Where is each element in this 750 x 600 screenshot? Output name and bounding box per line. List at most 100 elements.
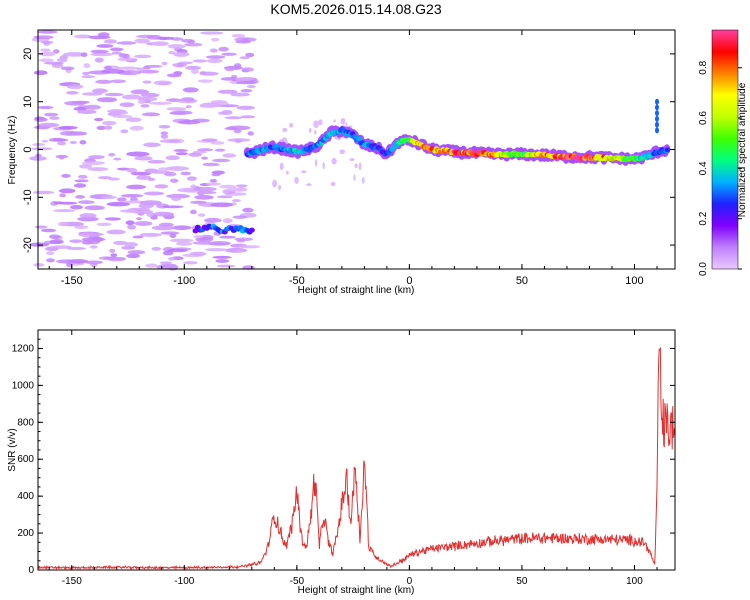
noise-blob: [184, 42, 203, 47]
noise-blob: [235, 40, 251, 44]
noise-blob: [104, 217, 122, 221]
noise-blob: [168, 256, 176, 261]
noise-blob: [116, 41, 137, 45]
noise-blob: [212, 255, 232, 259]
noise-blob: [67, 84, 84, 90]
noise-blob: [272, 179, 278, 188]
noise-blob: [122, 94, 142, 100]
x-tick-label: -150: [62, 576, 82, 587]
noise-blob: [162, 205, 184, 209]
noise-blob: [192, 241, 217, 245]
noise-blob: [134, 156, 153, 161]
noise-blob: [132, 235, 144, 239]
noise-blob: [231, 33, 246, 38]
noise-blob: [333, 119, 336, 123]
noise-blob: [241, 67, 255, 72]
noise-blob: [167, 44, 186, 49]
noise-blob: [77, 174, 88, 179]
colorbar-ticks: 0.0 0.2 0.4 0.6 0.8: [698, 60, 742, 276]
noise-blob: [165, 98, 182, 102]
noise-blob: [278, 184, 282, 191]
noise-blob: [218, 46, 229, 52]
noise-blob: [322, 162, 325, 170]
noise-blob: [84, 104, 101, 110]
x-tick-label: -100: [174, 576, 194, 587]
ridge-spike-mark: [654, 127, 659, 134]
noise-blob: [43, 61, 64, 65]
noise-blob: [215, 259, 230, 263]
noise-blob: [37, 105, 54, 110]
spectrogram-y-axis-ticks: -20 -10 0 10 20: [22, 48, 675, 253]
noise-blob: [104, 92, 124, 97]
noise-blob: [117, 57, 138, 62]
noise-blob: [237, 186, 247, 192]
noise-blob: [106, 201, 130, 207]
noise-blob: [189, 251, 207, 256]
noise-blob: [111, 51, 122, 55]
noise-blob: [349, 158, 355, 162]
noise-blob: [129, 125, 144, 131]
x-tick-label: -50: [290, 576, 305, 587]
noise-blob: [74, 34, 92, 39]
noise-blob: [172, 225, 192, 231]
noise-blob: [101, 120, 117, 126]
noise-blob: [58, 125, 78, 130]
snr-x-label: Height of straight line (km): [298, 585, 415, 596]
noise-blob: [33, 35, 54, 40]
noise-blob: [233, 128, 242, 134]
noise-blob: [34, 117, 48, 122]
noise-blob: [206, 58, 223, 63]
y-tick-label: 0: [22, 146, 34, 152]
noise-blob: [219, 184, 237, 189]
noise-blob: [199, 104, 214, 108]
noise-blob: [177, 120, 200, 125]
noise-blob: [143, 142, 161, 148]
y-tick-label: -20: [22, 237, 34, 253]
noise-blob: [79, 164, 93, 169]
noise-blob: [77, 109, 97, 115]
ridge-spike-mark: [654, 110, 659, 117]
background-noise-blobs: [28, 30, 365, 271]
noise-blob: [53, 138, 69, 142]
noise-blob: [167, 248, 188, 253]
noise-blob: [88, 155, 105, 160]
noise-blob: [193, 186, 217, 192]
noise-blob: [57, 141, 67, 146]
noise-blob: [95, 79, 113, 84]
noise-blob: [134, 38, 151, 44]
noise-blob: [92, 88, 108, 94]
noise-blob: [194, 194, 214, 200]
noise-blob: [60, 66, 75, 71]
noise-blob: [301, 170, 307, 174]
noise-blob: [113, 240, 128, 246]
noise-blob: [81, 71, 90, 76]
noise-blob: [282, 127, 288, 133]
x-tick-label: 0: [407, 576, 413, 587]
noise-blob: [353, 174, 356, 181]
noise-blob: [209, 48, 218, 53]
noise-blob: [180, 171, 192, 176]
spectrogram-x-axis-ticks: -150 -100 -50 0 50 100: [48, 30, 658, 287]
noise-blob: [165, 155, 180, 161]
noise-blob: [193, 235, 204, 239]
ridge-spike-mark: [654, 121, 659, 128]
noise-blob: [203, 217, 222, 223]
noise-blob: [205, 55, 226, 59]
noise-blob: [285, 170, 289, 175]
y-tick-label: 10: [22, 96, 34, 108]
noise-blob: [279, 162, 284, 171]
noise-blob: [106, 229, 126, 235]
x-tick-label: 0: [406, 275, 412, 287]
noise-blob: [126, 151, 150, 157]
noise-blob: [124, 209, 137, 213]
noise-blob: [96, 97, 118, 103]
noise-blob: [58, 155, 65, 160]
noise-blob: [232, 215, 248, 219]
y-tick-label: 600: [17, 454, 34, 465]
noise-blob: [64, 100, 87, 106]
noise-blob: [197, 213, 206, 217]
noise-blob: [216, 264, 236, 268]
noise-blob: [217, 89, 238, 94]
noise-blob: [40, 228, 56, 233]
